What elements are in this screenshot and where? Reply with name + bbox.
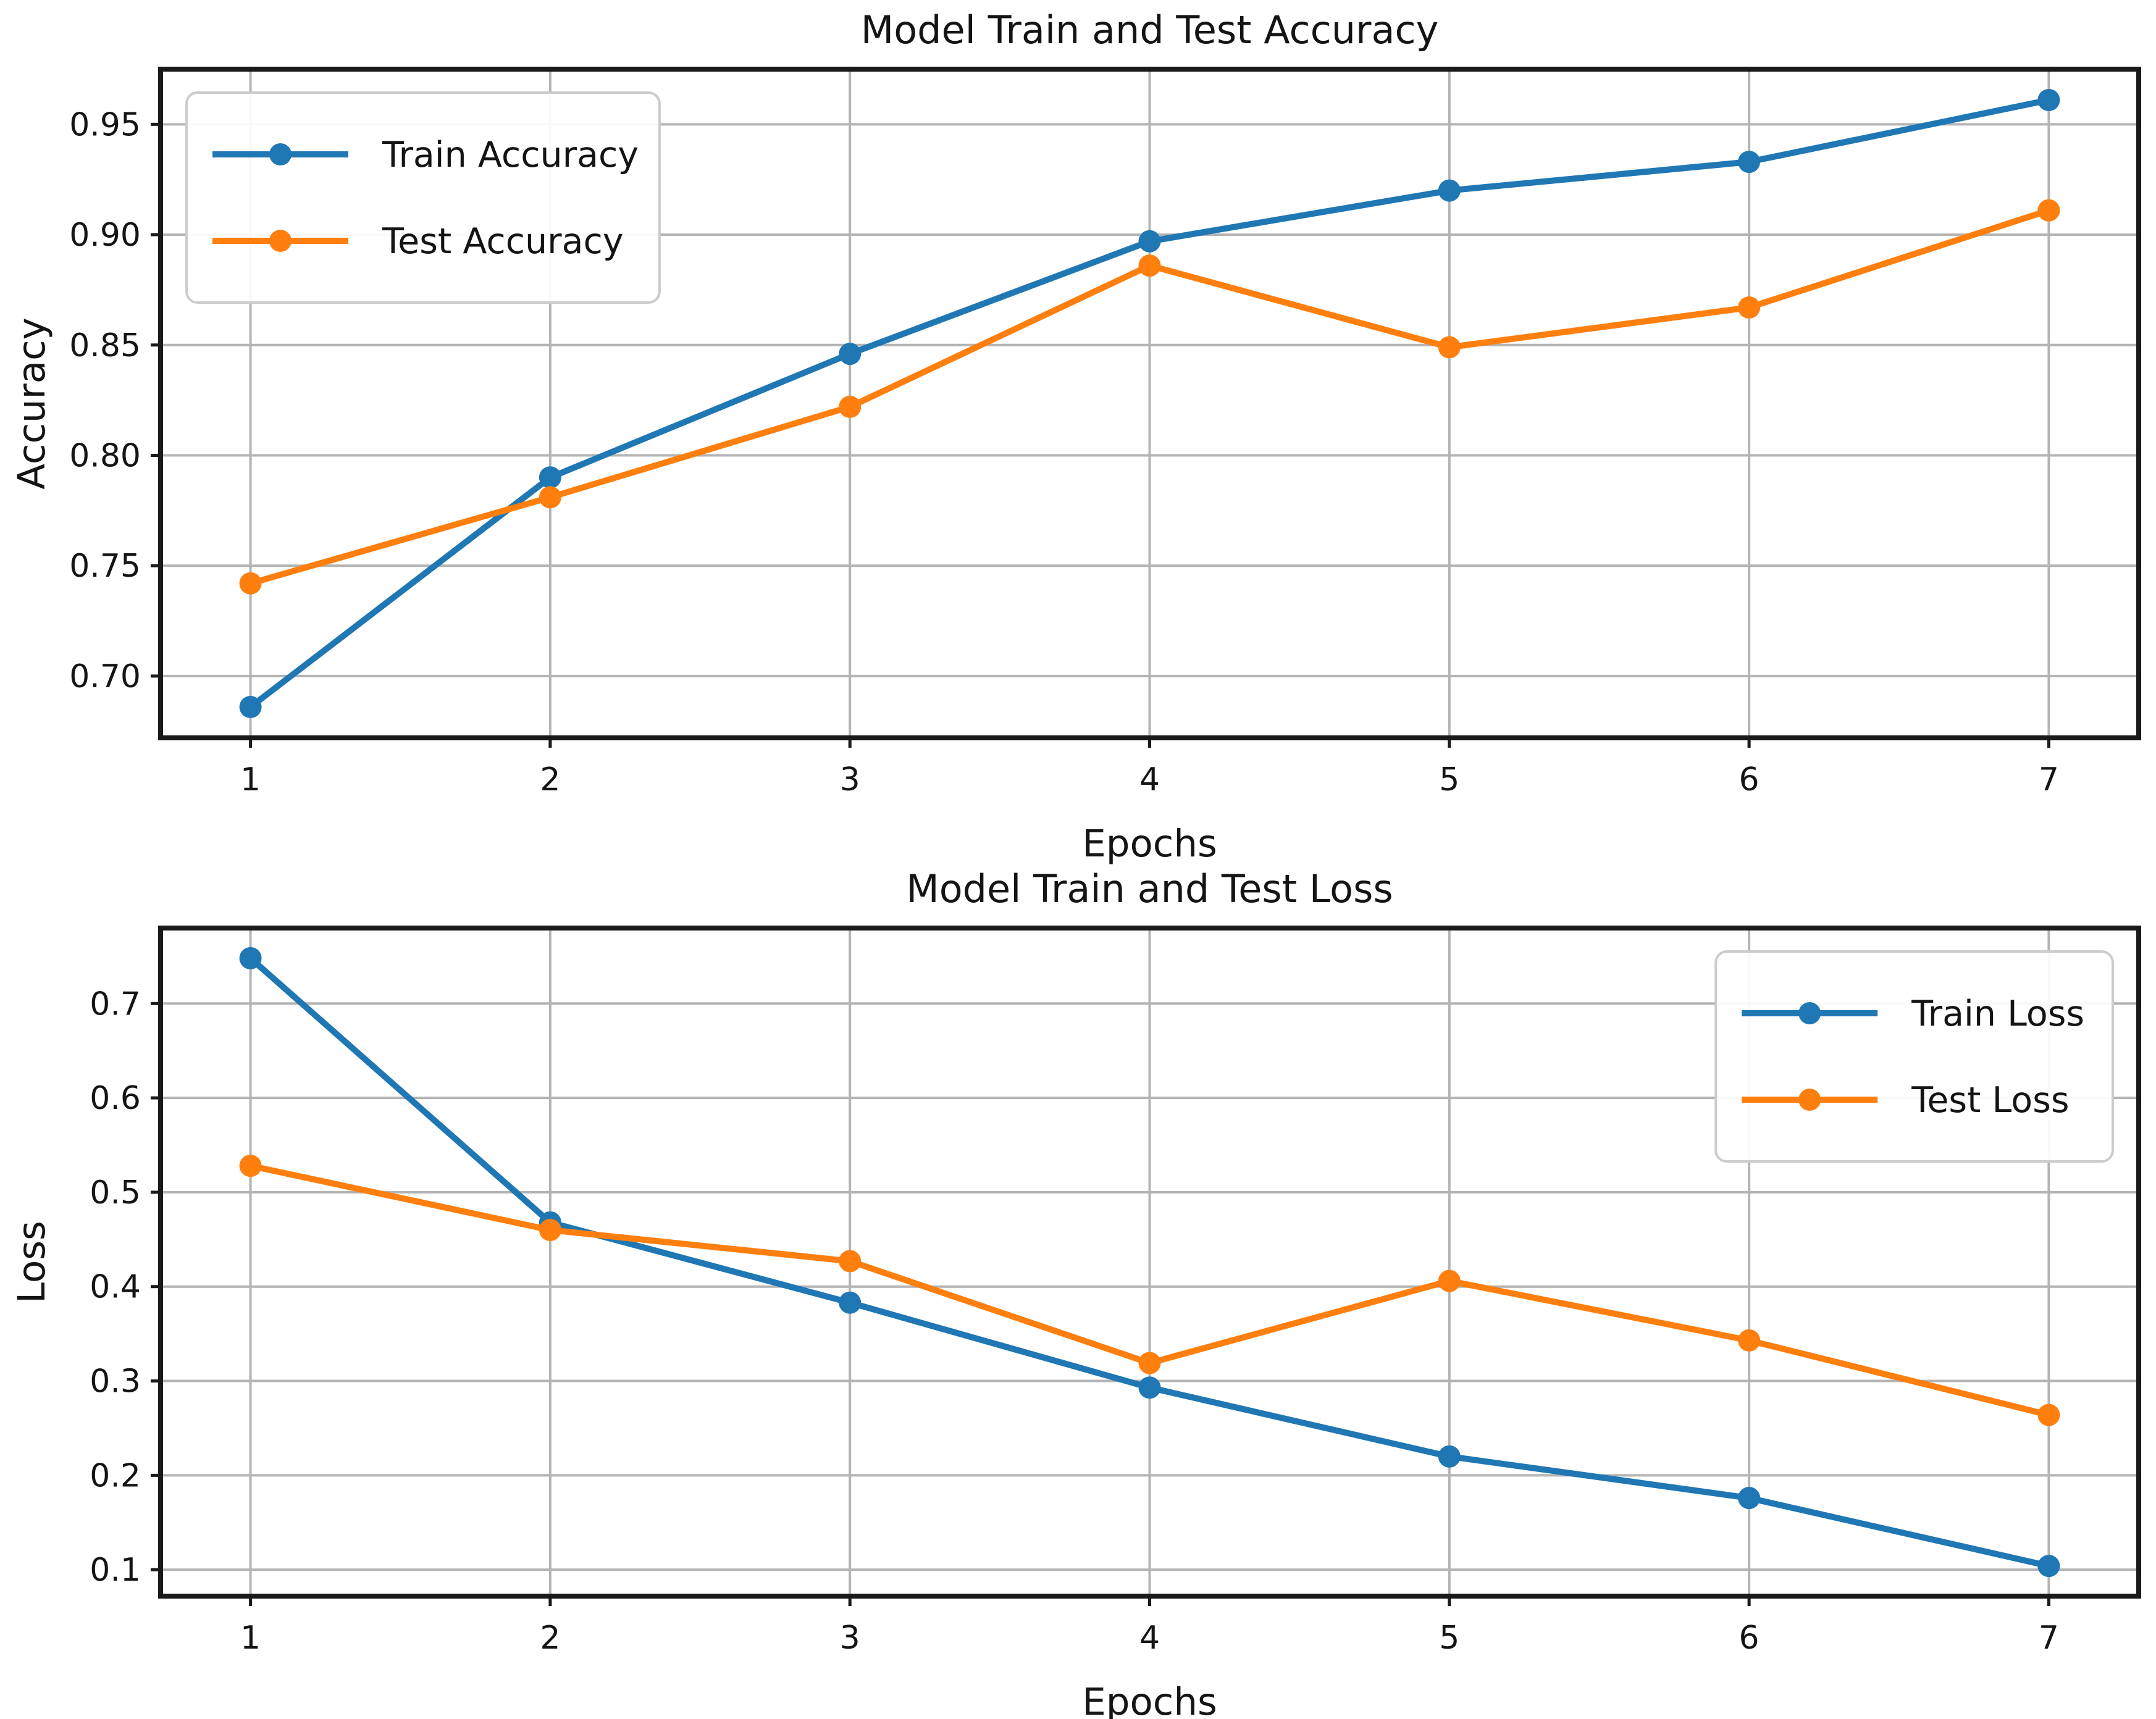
x-axis-label: Epochs: [1082, 1680, 1217, 1719]
data-point-train-loss: [1738, 1487, 1761, 1510]
y-tick-label: 0.6: [90, 1080, 141, 1117]
data-point-test-loss: [1138, 1352, 1161, 1374]
data-point-train-accuracy: [2037, 89, 2060, 112]
data-point-train-accuracy: [239, 695, 262, 718]
data-point-train-loss: [2037, 1555, 2060, 1578]
x-tick-label: 2: [540, 761, 560, 798]
y-tick-label: 0.75: [69, 548, 141, 585]
legend-label: Test Accuracy: [382, 221, 624, 262]
x-tick-label: 3: [840, 1620, 860, 1657]
data-point-test-loss: [539, 1219, 561, 1242]
data-point-train-accuracy: [539, 466, 561, 489]
legend-box: [185, 91, 661, 304]
data-point-train-accuracy: [1138, 230, 1161, 253]
data-point-test-accuracy: [839, 395, 862, 418]
x-axis-label: Epochs: [1082, 822, 1217, 866]
legend-label: Train Accuracy: [382, 135, 639, 175]
data-point-test-loss: [1438, 1269, 1461, 1292]
x-tick-label: 6: [1739, 1620, 1760, 1657]
legend: Train Accuracy Test Accuracy: [185, 91, 661, 304]
x-tick-label: 7: [2039, 1620, 2059, 1657]
y-axis-label: Accuracy: [10, 317, 54, 490]
x-tick-label: 6: [1739, 761, 1760, 798]
data-point-test-accuracy: [1138, 254, 1161, 277]
y-tick-label: 0.3: [90, 1363, 141, 1400]
y-tick-label: 0.7: [90, 985, 141, 1023]
chart-title: Model Train and Test Loss: [906, 866, 1393, 911]
data-point-train-accuracy: [839, 343, 862, 366]
chart-title: Model Train and Test Accuracy: [861, 7, 1439, 52]
y-tick-label: 0.1: [90, 1552, 141, 1589]
y-tick-label: 0.80: [69, 437, 141, 474]
y-tick-label: 0.5: [90, 1174, 141, 1211]
data-point-train-loss: [239, 947, 262, 969]
data-point-train-loss: [1438, 1445, 1461, 1468]
x-tick-label: 7: [2039, 761, 2059, 798]
x-tick-label: 4: [1139, 761, 1160, 798]
legend-sample-marker: [1798, 1002, 1821, 1024]
legend: Train Loss Test Loss: [1714, 950, 2114, 1163]
data-point-test-loss: [839, 1250, 862, 1273]
x-tick-label: 2: [540, 1620, 560, 1657]
y-tick-label: 0.2: [90, 1457, 141, 1494]
data-point-test-accuracy: [239, 572, 262, 595]
x-tick-label: 1: [240, 1620, 261, 1657]
data-point-test-loss: [2037, 1403, 2060, 1426]
legend-sample-marker: [269, 143, 292, 165]
data-point-test-accuracy: [1438, 336, 1461, 359]
data-point-test-accuracy: [1738, 296, 1761, 319]
x-tick-label: 5: [1439, 1620, 1459, 1657]
legend-sample-marker: [269, 230, 292, 252]
legend-sample-marker: [1798, 1089, 1821, 1111]
chart-accuracy: 1 2 3 4 5 6 7 0.70 0.75 0.80 0.85 0.90 0.95 Model Tra…: [10, 7, 2141, 866]
y-tick-label: 0.70: [69, 658, 141, 695]
y-tick-label: 0.85: [69, 327, 141, 364]
x-tick-label: 5: [1439, 761, 1459, 798]
data-point-test-accuracy: [539, 486, 561, 509]
legend-label: Train Loss: [1911, 993, 2084, 1034]
y-tick-label: 0.95: [69, 106, 141, 143]
data-point-train-accuracy: [1438, 179, 1461, 202]
data-point-train-accuracy: [1738, 151, 1761, 174]
data-point-test-loss: [1738, 1329, 1761, 1352]
x-tick-label: 1: [240, 761, 261, 798]
data-point-train-loss: [1138, 1376, 1161, 1399]
data-point-test-loss: [239, 1155, 262, 1177]
x-tick-label: 3: [840, 761, 860, 798]
y-tick-label: 0.90: [69, 217, 141, 254]
legend-label: Test Loss: [1911, 1080, 2069, 1121]
legend-box: [1714, 950, 2114, 1163]
y-axis-label: Loss: [10, 1221, 54, 1303]
data-point-train-loss: [839, 1291, 862, 1314]
chart-loss: 1 2 3 4 5 6 7 0.1 0.2 0.3 0.4 0.5 0.6 0.7 Model Train …: [10, 866, 2141, 1719]
data-point-test-accuracy: [2037, 199, 2060, 222]
y-tick-label: 0.4: [90, 1269, 141, 1306]
x-tick-label: 4: [1139, 1620, 1160, 1657]
